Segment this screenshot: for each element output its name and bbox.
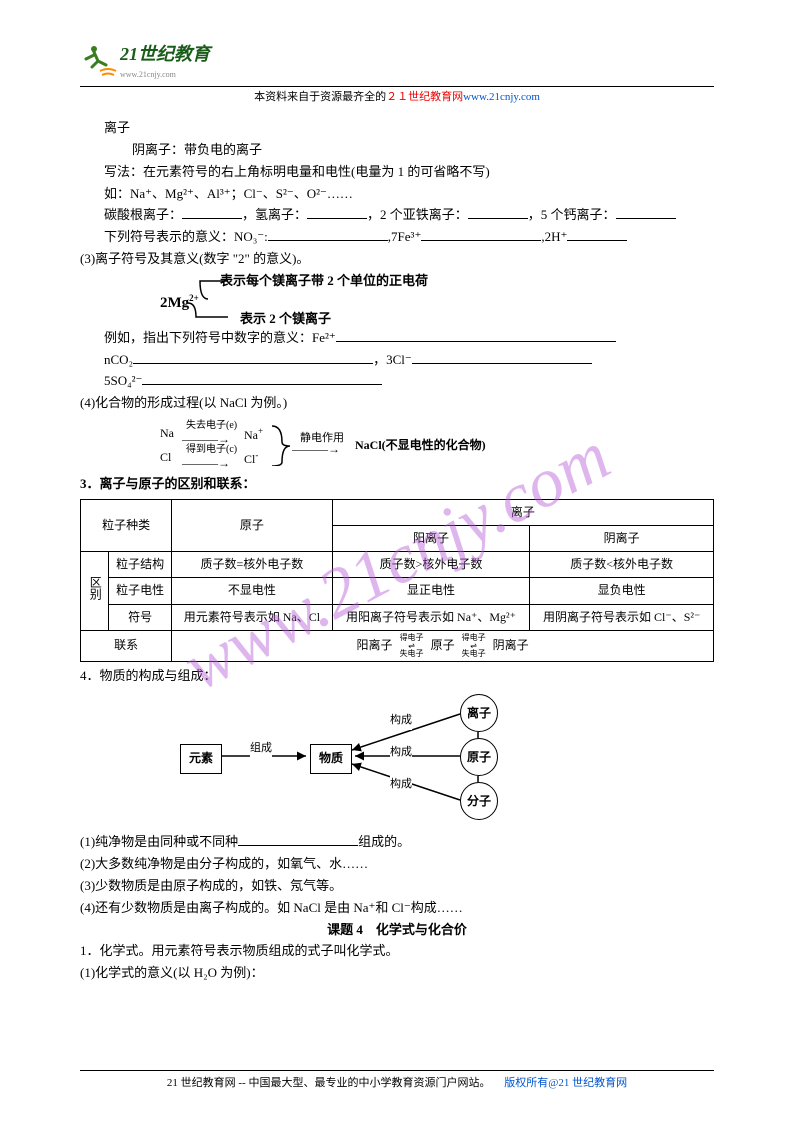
mg-bottom-label: 表示 2 个镁离子 bbox=[240, 309, 331, 330]
l6b: ,7Fe³⁺ bbox=[388, 229, 422, 244]
logo-runner-icon bbox=[80, 41, 120, 81]
line-eg: 例如，指出下列符号中数字的意义：Fe²⁺ bbox=[104, 328, 714, 349]
td-struct: 粒子结构 bbox=[109, 552, 172, 578]
section-3-title: 3．离子与原子的区别和联系： bbox=[80, 474, 714, 495]
mg-top-label: 表示每个镁离子带 2 个单位的正电荷 bbox=[220, 271, 428, 292]
blank bbox=[307, 206, 367, 219]
l8a: 例如，指出下列符号中数字的意义：Fe²⁺ bbox=[104, 330, 336, 345]
l6c: ,2H⁺ bbox=[541, 229, 567, 244]
td-diff: 区别 bbox=[81, 552, 109, 631]
topic-4-title: 课题 4 化学式与化合价 bbox=[80, 920, 714, 941]
mg-bracket-diagram: 表示每个镁离子带 2 个单位的正电荷 2Mg2+ 表示 2 个镁离子 bbox=[160, 271, 714, 327]
lab3: 得电子 bbox=[462, 633, 486, 642]
line-lizi: 离子 bbox=[104, 118, 714, 139]
header-caption: 本资料来自于资源最齐全的２１世纪教育网www.21cnjy.com bbox=[80, 89, 714, 107]
composition-diagram: 元素 物质 离子 原子 分子 组成 构成 构成 构成 bbox=[180, 694, 714, 824]
td-sy2: 用阳离子符号表示如 Na⁺、Mg²⁺ bbox=[332, 604, 530, 630]
blank bbox=[142, 372, 382, 385]
l5b: ，氢离子： bbox=[242, 207, 307, 222]
p3: (3)少数物质是由原子构成的，如铁、氖气等。 bbox=[80, 876, 714, 897]
td-sy3: 用阴离子符号表示如 Cl⁻、S²⁻ bbox=[530, 604, 714, 630]
td-link: 联系 bbox=[81, 630, 172, 661]
l9b: ，3Cl⁻ bbox=[373, 352, 412, 367]
td-s3: 质子数<核外电子数 bbox=[530, 552, 714, 578]
edge-gc3: 构成 bbox=[390, 776, 412, 794]
line-nco2: nCO₂ ，3Cl⁻ bbox=[104, 350, 714, 371]
th-ion: 离子 bbox=[332, 499, 713, 525]
p1b: 组成的。 bbox=[358, 834, 410, 849]
footer: 21 世纪教育网 -- 中国最大型、最专业的中小学教育资源门户网站。 版权所有@… bbox=[80, 1070, 714, 1093]
line-q3: (3)离子符号及其意义(数字 "2" 的意义)。 bbox=[80, 249, 714, 270]
line-xiefa: 写法：在元素符号的右上角标明电量和电性(电量为 1 的可省略不写) bbox=[104, 162, 714, 183]
footer-right: 版权所有@21 世纪教育网 bbox=[504, 1077, 627, 1089]
l10a: 5SO₄²⁻ bbox=[104, 373, 142, 388]
l5a: 碳酸根离子： bbox=[104, 207, 182, 222]
blank bbox=[336, 329, 616, 342]
l5d: ，5 个钙离子： bbox=[528, 207, 616, 222]
header-rule bbox=[80, 86, 714, 87]
line-examples: 如：Na⁺、Mg²⁺、Al³⁺；Cl⁻、S²⁻、O²⁻…… bbox=[104, 184, 714, 205]
edge-gc2: 构成 bbox=[390, 744, 412, 762]
l5c: ，2 个亚铁离子： bbox=[367, 207, 468, 222]
td-c1: 不显电性 bbox=[172, 578, 333, 604]
th-yang: 阳离子 bbox=[332, 525, 530, 551]
l9a: nCO₂ bbox=[104, 352, 133, 367]
th-atom: 原子 bbox=[172, 499, 333, 551]
blank bbox=[421, 228, 541, 241]
header-caption-red: ２１世纪教育网 bbox=[386, 91, 463, 103]
bracket-icon bbox=[188, 271, 238, 327]
line-yin: 阴离子：带负电的离子 bbox=[80, 140, 714, 161]
header-caption-link: www.21cnjy.com bbox=[463, 91, 540, 103]
blank bbox=[182, 206, 242, 219]
vert-diff: 区别 bbox=[85, 576, 104, 600]
blank bbox=[412, 351, 592, 364]
logo-text: 21世纪教育 bbox=[120, 40, 210, 69]
p1: (1)纯净物是由同种或不同种 组成的。 bbox=[80, 832, 714, 853]
header-logo: 21世纪教育 www.21cnjy.com bbox=[80, 40, 714, 82]
edge-gc1: 构成 bbox=[390, 712, 412, 730]
blank bbox=[268, 228, 388, 241]
diagram-arrows bbox=[180, 694, 520, 824]
logo-url: www.21cnjy.com bbox=[120, 69, 210, 82]
blank bbox=[133, 351, 373, 364]
section-4-title: 4．物质的构成与组成： bbox=[80, 666, 714, 687]
line-q4: (4)化合物的形成过程(以 NaCl 为例。) bbox=[80, 393, 714, 414]
th-yin: 阴离子 bbox=[530, 525, 714, 551]
lc-yang: 阳离子 bbox=[357, 637, 393, 651]
blank bbox=[616, 206, 676, 219]
lab2: 失电子 bbox=[400, 649, 424, 658]
line-meaning: 下列符号表示的意义：NO₃⁻: ,7Fe³⁺ ,2H⁺ bbox=[104, 227, 714, 248]
header-caption-prefix: 本资料来自于资源最齐全的 bbox=[254, 91, 386, 103]
td-c3: 显负电性 bbox=[530, 578, 714, 604]
td-s2: 质子数>核外电子数 bbox=[332, 552, 530, 578]
p4: (4)还有少数物质是由离子构成的。如 NaCl 是由 Na⁺和 Cl⁻构成…… bbox=[80, 898, 714, 919]
l6a: 下列符号表示的意义：NO₃⁻: bbox=[104, 229, 268, 244]
blank bbox=[468, 206, 528, 219]
lab1: 得电子 bbox=[400, 633, 424, 642]
td-c2: 显正电性 bbox=[332, 578, 530, 604]
p2: (2)大多数纯净物是由分子构成的，如氧气、水…… bbox=[80, 854, 714, 875]
td-sy1: 用元素符号表示如 Na、Cl bbox=[172, 604, 333, 630]
chem-1a: (1)化学式的意义(以 H₂O 为例)： bbox=[80, 963, 714, 984]
nacl-formation-diagram: Na 失去电子(e) ———→ Na+ Cl 得到电子(c) ———→ Cl- … bbox=[160, 418, 714, 470]
blank bbox=[567, 228, 627, 241]
line-tansuo: 碳酸根离子： ，氢离子： ，2 个亚铁离子： ，5 个钙离子： bbox=[104, 205, 714, 226]
td-link-content: 阳离子 得电子⇌失电子 原子 得电子⇌失电子 阴离子 bbox=[172, 630, 714, 661]
chem-1: 1．化学式。用元素符号表示物质组成的式子叫化学式。 bbox=[80, 941, 714, 962]
td-sym: 符号 bbox=[109, 604, 172, 630]
edge-zucheng: 组成 bbox=[250, 740, 272, 758]
td-s1: 质子数=核外电子数 bbox=[172, 552, 333, 578]
comparison-table: 粒子种类 原子 离子 阳离子 阴离子 区别 粒子结构 质子数=核外电子数 质子数… bbox=[80, 499, 714, 662]
lab4: 失电子 bbox=[462, 649, 486, 658]
th-type: 粒子种类 bbox=[81, 499, 172, 551]
na-result: NaCl(不显电性的化合物) bbox=[355, 436, 486, 455]
footer-left: 21 世纪教育网 -- 中国最大型、最专业的中小学教育资源门户网站。 bbox=[167, 1077, 491, 1089]
lc-yin: 阴离子 bbox=[493, 637, 529, 651]
td-charge: 粒子电性 bbox=[109, 578, 172, 604]
document-body: 离子 阴离子：带负电的离子 写法：在元素符号的右上角标明电量和电性(电量为 1 … bbox=[80, 118, 714, 984]
lc-atom: 原子 bbox=[431, 637, 455, 651]
blank bbox=[238, 833, 358, 846]
line-5so4: 5SO₄²⁻ bbox=[104, 371, 714, 392]
p1a: (1)纯净物是由同种或不同种 bbox=[80, 834, 238, 849]
